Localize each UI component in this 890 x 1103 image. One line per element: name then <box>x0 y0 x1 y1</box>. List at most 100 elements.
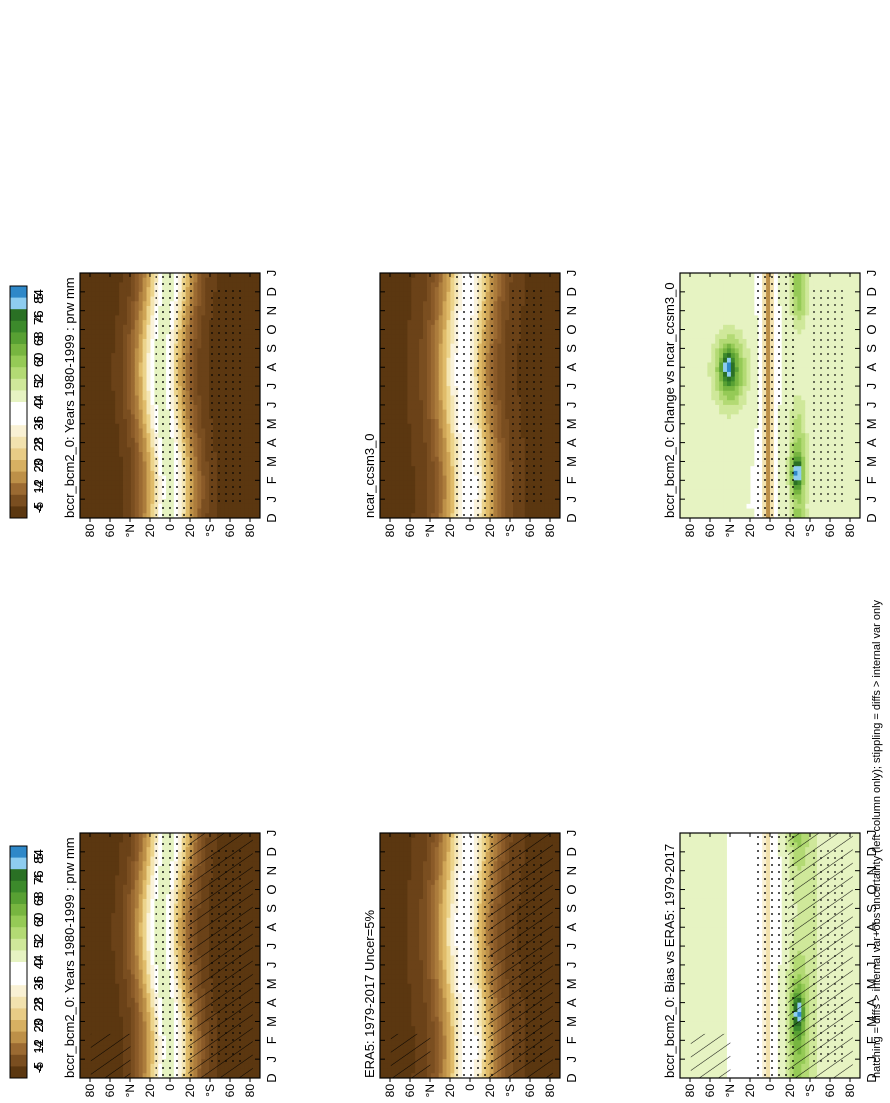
heatmap-cell <box>107 362 111 367</box>
heatmap-cell <box>96 875 100 880</box>
heatmap-cell <box>150 1049 154 1054</box>
heatmap-cell <box>139 964 143 969</box>
heatmap-cell <box>80 282 84 287</box>
heatmap-cell <box>96 889 100 894</box>
heatmap-cell <box>119 437 123 442</box>
heatmap-cell <box>127 390 131 395</box>
heatmap-cell <box>139 513 143 518</box>
heatmap-cell <box>100 367 104 372</box>
heatmap-cell <box>248 409 252 414</box>
heatmap-cell <box>111 1016 115 1021</box>
heatmap-cell <box>252 903 256 908</box>
heatmap-cell <box>131 301 135 306</box>
heatmap-cell <box>131 320 135 325</box>
heatmap-cell <box>139 1068 143 1073</box>
heatmap-cell <box>84 334 88 339</box>
heatmap-cell <box>107 329 111 334</box>
heatmap-cell <box>84 485 88 490</box>
heatmap-cell <box>197 423 201 428</box>
heatmap-cell <box>119 837 123 842</box>
heatmap-cell <box>201 437 205 442</box>
y-tick-label: 60 <box>103 1084 117 1098</box>
heatmap-cell <box>107 414 111 419</box>
heatmap-cell <box>123 329 127 334</box>
heatmap-cell <box>205 329 209 334</box>
heatmap-cell <box>197 452 201 457</box>
heatmap-cell <box>150 291 154 296</box>
x-tick-label: J <box>264 496 279 503</box>
heatmap-cell <box>150 950 154 955</box>
heatmap-cell <box>135 1073 139 1078</box>
heatmap-cell <box>119 499 123 504</box>
heatmap-cell <box>111 889 115 894</box>
heatmap-cell <box>135 969 139 974</box>
heatmap-cell <box>221 277 225 282</box>
heatmap-cell <box>248 466 252 471</box>
heatmap-cell <box>111 348 115 353</box>
heatmap-cell <box>88 456 92 461</box>
heatmap-cell <box>127 884 131 889</box>
heatmap-cell <box>111 456 115 461</box>
heatmap-cell <box>115 423 119 428</box>
heatmap-cell <box>84 1054 88 1059</box>
heatmap-cell <box>123 955 127 960</box>
x-tick-label: M <box>264 418 279 429</box>
heatmap-cell <box>119 979 123 984</box>
heatmap-cell <box>119 950 123 955</box>
heatmap-cell <box>111 865 115 870</box>
heatmap-cell <box>131 979 135 984</box>
heatmap-cell <box>143 437 147 442</box>
heatmap-cell <box>111 470 115 475</box>
heatmap-cell <box>252 485 256 490</box>
heatmap-cell <box>80 296 84 301</box>
heatmap-cell <box>119 442 123 447</box>
heatmap-cell <box>96 287 100 292</box>
heatmap-cell <box>88 903 92 908</box>
heatmap-cell <box>80 320 84 325</box>
heatmap-cell <box>197 428 201 433</box>
heatmap-cell <box>139 334 143 339</box>
heatmap-cell <box>252 842 256 847</box>
heatmap-cell <box>205 414 209 419</box>
heatmap-cell <box>92 917 96 922</box>
heatmap-cell <box>119 315 123 320</box>
heatmap-cell <box>100 301 104 306</box>
heatmap-cell <box>139 324 143 329</box>
heatmap-cell <box>143 329 147 334</box>
heatmap-cell <box>150 437 154 442</box>
heatmap-cell <box>119 466 123 471</box>
heatmap-cell <box>88 470 92 475</box>
heatmap-cell <box>119 423 123 428</box>
heatmap-cell <box>252 988 256 993</box>
heatmap-cell <box>127 447 131 452</box>
heatmap-cell <box>135 419 139 424</box>
heatmap-cell <box>96 395 100 400</box>
heatmap-cell <box>248 480 252 485</box>
heatmap-cell <box>139 1021 143 1026</box>
heatmap-cell <box>84 993 88 998</box>
heatmap-cell <box>107 301 111 306</box>
heatmap-cell <box>88 367 92 372</box>
heatmap-cell <box>107 974 111 979</box>
heatmap-cell <box>92 927 96 932</box>
heatmap-cell <box>100 470 104 475</box>
heatmap-cell <box>139 442 143 447</box>
heatmap-cell <box>150 320 154 325</box>
heatmap-cell <box>96 480 100 485</box>
heatmap-cell <box>205 400 209 405</box>
heatmap-cell <box>100 376 104 381</box>
heatmap-cell <box>111 329 115 334</box>
heatmap-cell <box>150 329 154 334</box>
heatmap-cell <box>197 301 201 306</box>
heatmap-cell <box>139 357 143 362</box>
heatmap-cell <box>103 343 107 348</box>
heatmap-cell <box>139 489 143 494</box>
heatmap-cell <box>139 310 143 315</box>
heatmap-cell <box>135 390 139 395</box>
heatmap-cell <box>103 922 107 927</box>
heatmap-cell <box>147 917 151 922</box>
heatmap-cell <box>150 842 154 847</box>
heatmap-cell <box>119 409 123 414</box>
heatmap-cell <box>88 475 92 480</box>
